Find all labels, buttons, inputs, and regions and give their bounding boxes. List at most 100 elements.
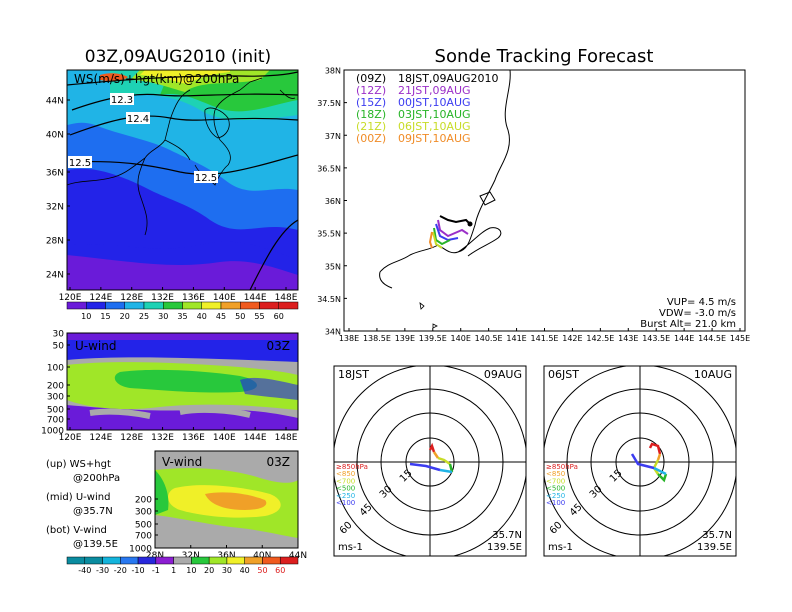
v-x-tick-label: 28N xyxy=(146,551,164,561)
hodo-trace xyxy=(432,451,440,459)
ws-colorbar-cell xyxy=(278,301,299,310)
u-y-tick-label: 50 xyxy=(53,342,65,352)
hodo-level-label: <250 xyxy=(546,492,565,500)
hodo-level-label: <850 xyxy=(546,470,565,478)
hodo-level-label: <100 xyxy=(546,499,565,507)
legend-code: (15Z) xyxy=(356,96,386,109)
ws-x-tick-label: 124E xyxy=(89,293,112,303)
ws-x-tick-label: 128E xyxy=(120,293,143,303)
hodo-level-label: <850 xyxy=(336,470,355,478)
hodo-trace xyxy=(448,463,454,473)
u-x-tick-label: 124E xyxy=(89,433,112,443)
u-x-tick-label: 148E xyxy=(275,433,298,443)
ws-colorbar-cell xyxy=(163,301,183,310)
v-colorbar-cell xyxy=(173,556,192,565)
u-y-tick-label: 100 xyxy=(47,364,64,374)
ws-colorbar-label: 15 xyxy=(100,312,110,321)
v-colorbar: -40 -30 -20 -10 -1 1 10 20 30 40 50 60 xyxy=(66,556,299,575)
svg-text:12.5: 12.5 xyxy=(69,158,91,169)
v-colorbar-cell xyxy=(279,556,299,565)
ws-map-panel: 12.3 12.4 12.5 12.5 WS(m/s)+hgt(km)@200h… xyxy=(46,69,299,321)
u-y-tick-label: 200 xyxy=(47,382,64,392)
ws-colorbar-label: 40 xyxy=(197,312,207,321)
note-up-b: @200hPa xyxy=(73,473,120,484)
hodo-level-label: <500 xyxy=(546,485,565,493)
v-colorbar-label: -1 xyxy=(152,566,160,575)
ws-map-label: WS(m/s)+hgt(km)@200hPa xyxy=(74,72,239,86)
ws-x-tick-label: 140E xyxy=(213,293,236,303)
track-x-tick-label: 142E xyxy=(562,334,582,343)
track-map-panel: (09Z) 18JST,09AUG2010 (12Z) 21JST,09AUG (15Z… xyxy=(317,67,750,344)
hodo-level-label: <500 xyxy=(336,485,355,493)
track-x-tick-label: 140.5E xyxy=(475,334,503,343)
track-x-tick-label: 141.5E xyxy=(531,334,559,343)
track-x-tick-label: 144E xyxy=(674,334,694,343)
v-colorbar-cell xyxy=(84,556,103,565)
legend-text: 06JST,10AUG xyxy=(398,120,471,133)
ws-colorbar-cell xyxy=(143,301,164,310)
svg-text:12.4: 12.4 xyxy=(127,114,149,125)
track-x-tick-label: 139E xyxy=(395,334,415,343)
track-x-tick-label: 138.5E xyxy=(363,334,391,343)
v-colorbar-cell xyxy=(155,556,174,565)
ws-field-55 xyxy=(100,73,128,82)
track-x-tick-label: 141E xyxy=(506,334,526,343)
ws-colorbar-cell xyxy=(220,301,241,310)
hodo-lat: 35.7N xyxy=(702,530,732,541)
hodo-level-label: <100 xyxy=(336,499,355,507)
v-colorbar-label: 10 xyxy=(186,566,196,575)
hodo-lat: 35.7N xyxy=(492,530,522,541)
u-x-tick-label: 120E xyxy=(59,433,82,443)
hodo-time-right: 10AUG xyxy=(694,368,732,381)
svg-text:12.5: 12.5 xyxy=(195,173,217,184)
u-y-tick-label: 300 xyxy=(47,393,64,403)
ws-colorbar-cell xyxy=(201,301,222,310)
u-x-tick-label: 136E xyxy=(182,433,205,443)
u-y-tick-label: 500 xyxy=(47,406,64,416)
track-y-tick-label: 37.5N xyxy=(317,99,341,108)
u-x-tick-label: 144E xyxy=(244,433,267,443)
hodo-level-label: <700 xyxy=(336,477,355,485)
hodo-time-right: 09AUG xyxy=(484,368,522,381)
note-mid-a: (mid) U-wind xyxy=(46,492,110,503)
ws-y-tick-label: 28N xyxy=(46,237,64,247)
legend-code: (12Z) xyxy=(356,84,386,97)
hodo-time-left: 06JST xyxy=(548,368,579,381)
param-burst: Burst Alt= 21.0 km xyxy=(640,319,736,330)
hodo-level-label: ≥850hPa xyxy=(546,463,578,471)
v-colorbar-cell xyxy=(244,556,263,565)
legend-code: (00Z) xyxy=(356,132,386,145)
u-wind-time: 03Z xyxy=(267,339,291,353)
v-colorbar-label: -20 xyxy=(114,566,127,575)
v-colorbar-label: 1 xyxy=(171,566,176,575)
v-colorbar-label: 20 xyxy=(204,566,214,575)
ws-y-tick-label: 44N xyxy=(46,97,64,107)
u-wind-label: U-wind xyxy=(75,339,116,353)
track-y-tick-label: 34.5N xyxy=(317,295,341,304)
v-colorbar-cell xyxy=(102,556,121,565)
ws-y-tick-label: 24N xyxy=(46,271,64,281)
hodo-trace xyxy=(657,473,668,483)
ws-x-tick-label: 136E xyxy=(182,293,205,303)
legend-text: 18JST,09AUG2010 xyxy=(398,72,499,85)
ws-colorbar-cell xyxy=(182,301,202,310)
v-y-tick-label: 1000 xyxy=(129,545,152,555)
left-title: 03Z,09AUG2010 (init) xyxy=(85,47,271,67)
hodo-trace xyxy=(428,442,436,453)
v-x-tick-label: 44N xyxy=(289,551,307,561)
ws-colorbar-label: 45 xyxy=(216,312,226,321)
v-colorbar-label: -30 xyxy=(96,566,109,575)
v-x-tick-label: 36N xyxy=(217,551,235,561)
contour-label-1: 12.3 xyxy=(110,93,134,106)
v-x-tick-label: 40N xyxy=(253,551,271,561)
contour-label-4: 12.5 xyxy=(194,171,218,184)
ws-colorbar-label: 25 xyxy=(139,312,149,321)
v-colorbar-label: 50 xyxy=(257,566,267,575)
hodo-lon: 139.5E xyxy=(697,542,732,553)
ws-x-tick-label: 148E xyxy=(275,293,298,303)
ws-colorbar-cell xyxy=(86,301,106,310)
v-y-tick-label: 300 xyxy=(135,508,152,518)
